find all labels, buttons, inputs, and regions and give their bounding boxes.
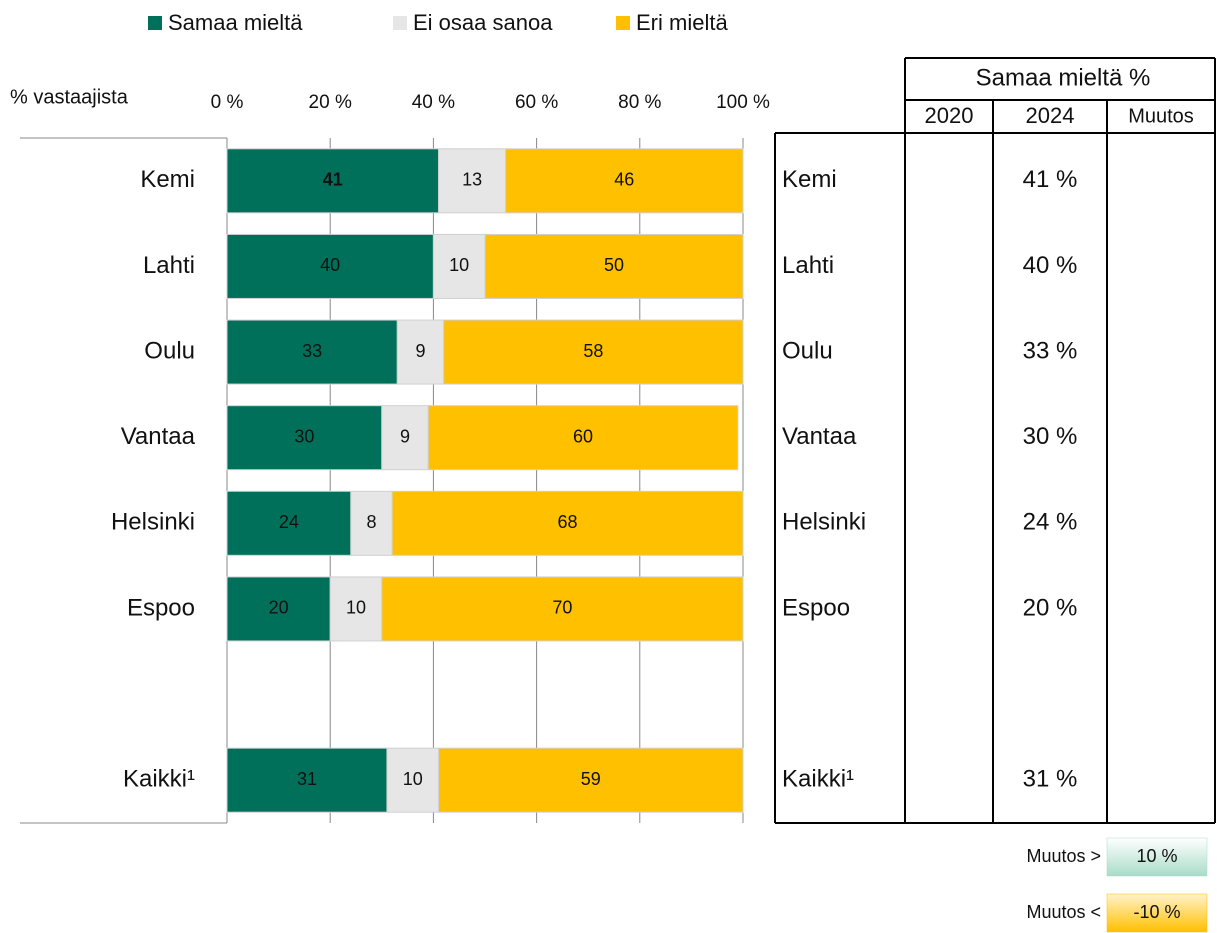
- bar-segment: [381, 405, 429, 471]
- x-tick-label: 100 %: [716, 92, 770, 113]
- bar-segment: [427, 405, 739, 471]
- cell-value: 20 %: [1023, 594, 1078, 621]
- row-label: Vantaa: [782, 423, 857, 450]
- change-swatch: [1106, 837, 1208, 877]
- row-label: Kaikki¹: [782, 766, 854, 793]
- data-label: 33: [302, 341, 322, 361]
- data-label: 24: [279, 512, 299, 532]
- bar-segment: [381, 576, 744, 642]
- data-label: 58: [583, 341, 603, 361]
- bar-segment: [226, 747, 388, 813]
- bar-segment: [443, 319, 744, 385]
- category-label: Kaikki¹: [123, 766, 195, 793]
- legend-label: Ei osaa sanoa: [413, 10, 553, 35]
- cell-value: 33 %: [1023, 337, 1078, 364]
- bar-segment: [226, 576, 331, 642]
- row-label: Lahti: [782, 252, 834, 279]
- bar-segment: [484, 233, 744, 299]
- cell-value: 24 %: [1023, 509, 1078, 536]
- change-value: 10 %: [1136, 846, 1177, 866]
- data-label: 20: [269, 598, 289, 618]
- column-header: 2024: [1026, 103, 1075, 128]
- cell-value: 40 %: [1023, 252, 1078, 279]
- bar-segment: [438, 148, 507, 214]
- bar-segment: [226, 319, 398, 385]
- data-label: 9: [415, 341, 425, 361]
- bar-segment: [329, 576, 383, 642]
- data-label: 70: [552, 598, 572, 618]
- category-label: Oulu: [144, 337, 195, 364]
- legend-swatch: [616, 16, 630, 30]
- bar-segment: [438, 747, 744, 813]
- legend-swatch: [148, 16, 162, 30]
- x-tick-label: 80 %: [618, 92, 661, 113]
- legend-label: Eri mieltä: [636, 10, 728, 35]
- legend-label: Samaa mieltä: [168, 10, 303, 35]
- data-label: 60: [573, 426, 593, 446]
- column-header: Muutos: [1128, 105, 1194, 127]
- bar-segment: [432, 233, 486, 299]
- category-label: Espoo: [127, 594, 195, 621]
- bar-segment: [396, 319, 445, 385]
- x-tick-label: 60 %: [515, 92, 558, 113]
- change-swatch: [1106, 893, 1208, 933]
- bar-segment: [391, 490, 744, 556]
- data-label: 10: [346, 598, 366, 618]
- data-label: 9: [400, 426, 410, 446]
- data-label: 30: [294, 426, 314, 446]
- category-label: Kemi: [140, 166, 195, 193]
- data-label: 13: [462, 170, 482, 190]
- data-label: 46: [614, 170, 634, 190]
- column-header: 2020: [925, 103, 974, 128]
- data-label: 41: [323, 170, 343, 190]
- cell-value: 30 %: [1023, 423, 1078, 450]
- row-label: Kemi: [782, 166, 837, 193]
- cell-value: 31 %: [1023, 766, 1078, 793]
- category-label: Lahti: [143, 252, 195, 279]
- bar-segment: [226, 490, 352, 556]
- category-label: Vantaa: [121, 423, 196, 450]
- data-label: 10: [403, 769, 423, 789]
- data-label: 31: [297, 769, 317, 789]
- x-tick-label: 20 %: [309, 92, 352, 113]
- change-label: Muutos <: [1026, 902, 1101, 922]
- row-label: Espoo: [782, 594, 850, 621]
- data-label: 50: [604, 255, 624, 275]
- axis-label: % vastaajista: [10, 86, 129, 108]
- row-label: Oulu: [782, 337, 833, 364]
- data-label: 68: [558, 512, 578, 532]
- data-label: 40: [320, 255, 340, 275]
- change-label: Muutos >: [1026, 846, 1101, 866]
- bar-segment: [505, 148, 744, 214]
- category-label: Helsinki: [111, 509, 195, 536]
- data-label: 10: [449, 255, 469, 275]
- bar-segment: [226, 233, 434, 299]
- x-tick-label: 40 %: [412, 92, 455, 113]
- table-title: Samaa mieltä %: [976, 64, 1151, 91]
- data-label: 59: [581, 769, 601, 789]
- legend-swatch: [393, 16, 407, 30]
- data-label: 8: [366, 512, 376, 532]
- change-value: -10 %: [1133, 902, 1180, 922]
- x-tick-label: 0 %: [211, 92, 244, 113]
- bar-segment: [226, 405, 383, 471]
- cell-value: 41 %: [1023, 166, 1078, 193]
- row-label: Helsinki: [782, 509, 866, 536]
